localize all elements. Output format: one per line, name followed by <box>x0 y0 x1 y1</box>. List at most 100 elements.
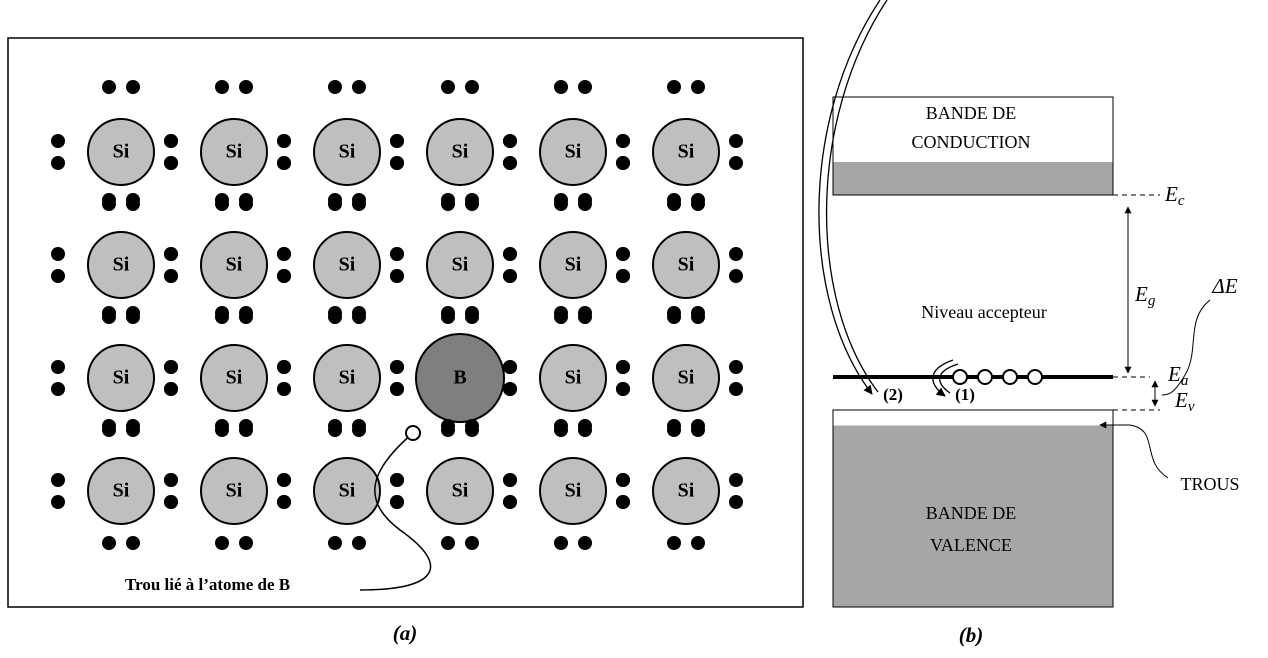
electron <box>691 193 705 207</box>
figure: SiSiSiSiSiSiSiSiSiSiSiSiSiSiSiBSiSiSiSiS… <box>0 0 1268 658</box>
electron <box>616 269 630 283</box>
electron <box>578 306 592 320</box>
atom-label: Si <box>452 480 469 502</box>
holes-label: TROUS <box>1180 474 1239 494</box>
electron <box>503 473 517 487</box>
atom-label: Si <box>339 254 356 276</box>
atom-label: Si <box>678 480 695 502</box>
electron <box>465 80 479 94</box>
electron <box>164 495 178 509</box>
Ec: Ec <box>1164 182 1185 210</box>
electron <box>277 134 291 148</box>
electron <box>390 247 404 261</box>
electron <box>441 193 455 207</box>
electron <box>239 80 253 94</box>
electron <box>729 360 743 374</box>
electron <box>691 419 705 433</box>
atom-label: B <box>453 367 466 389</box>
atom-label: Si <box>678 141 695 163</box>
electron <box>164 269 178 283</box>
electron <box>102 419 116 433</box>
subscript: c <box>1178 193 1185 209</box>
electron <box>465 419 479 433</box>
atom-label: Si <box>339 480 356 502</box>
electron <box>729 134 743 148</box>
electron <box>503 269 517 283</box>
electron <box>503 495 517 509</box>
electron <box>277 269 291 283</box>
atom-label: Si <box>452 141 469 163</box>
electron <box>102 193 116 207</box>
electron <box>729 247 743 261</box>
atom-label: Si <box>565 254 582 276</box>
electron <box>215 306 229 320</box>
electron <box>126 419 140 433</box>
electron <box>503 156 517 170</box>
electron <box>503 247 517 261</box>
electron <box>277 247 291 261</box>
electron <box>352 536 366 550</box>
electron <box>126 193 140 207</box>
electron <box>51 269 65 283</box>
electron <box>328 193 342 207</box>
atom-label: Si <box>452 254 469 276</box>
electron <box>390 156 404 170</box>
electron <box>215 193 229 207</box>
electron <box>554 306 568 320</box>
electron <box>691 80 705 94</box>
symbol: E <box>1164 182 1178 206</box>
electron <box>390 269 404 283</box>
band-label: BANDE DE <box>926 103 1017 123</box>
electron <box>441 306 455 320</box>
band-label: CONDUCTION <box>912 132 1031 152</box>
electron <box>164 134 178 148</box>
electron <box>51 156 65 170</box>
electron <box>667 193 681 207</box>
electron <box>578 193 592 207</box>
hole <box>406 426 420 440</box>
electron <box>667 306 681 320</box>
delta-E: ΔE <box>1211 274 1237 298</box>
band-label: BANDE DE <box>926 503 1017 523</box>
electron <box>729 382 743 396</box>
electron <box>554 419 568 433</box>
atom-label: Si <box>113 480 130 502</box>
electron <box>328 80 342 94</box>
electron <box>616 247 630 261</box>
caption-b: (b) <box>959 623 984 647</box>
electron <box>277 360 291 374</box>
electron <box>616 382 630 396</box>
electron <box>554 80 568 94</box>
transition-label: (2) <box>883 385 903 404</box>
electron <box>352 419 366 433</box>
electron <box>729 495 743 509</box>
electron <box>215 419 229 433</box>
electron <box>164 382 178 396</box>
electron <box>667 536 681 550</box>
Ev: Ev <box>1174 388 1195 416</box>
electron <box>616 134 630 148</box>
panel-b: BANDE DE CONDUCTION BANDE DE VALENCE Niv… <box>819 0 1240 647</box>
electron <box>239 193 253 207</box>
electron <box>554 536 568 550</box>
electron <box>390 473 404 487</box>
hole-region <box>834 411 1113 426</box>
electron <box>51 360 65 374</box>
electron <box>729 269 743 283</box>
symbol: E <box>1174 388 1188 412</box>
subscript: g <box>1148 293 1156 309</box>
transition-label: (1) <box>955 385 975 404</box>
electron <box>126 80 140 94</box>
conduction-fill <box>834 162 1113 195</box>
electron <box>667 80 681 94</box>
electron <box>352 80 366 94</box>
electron <box>503 134 517 148</box>
atom-label: Si <box>565 141 582 163</box>
electron <box>328 306 342 320</box>
electron <box>102 306 116 320</box>
electron <box>239 419 253 433</box>
atom-label: Si <box>113 254 130 276</box>
electron <box>328 536 342 550</box>
atom-label: Si <box>339 141 356 163</box>
